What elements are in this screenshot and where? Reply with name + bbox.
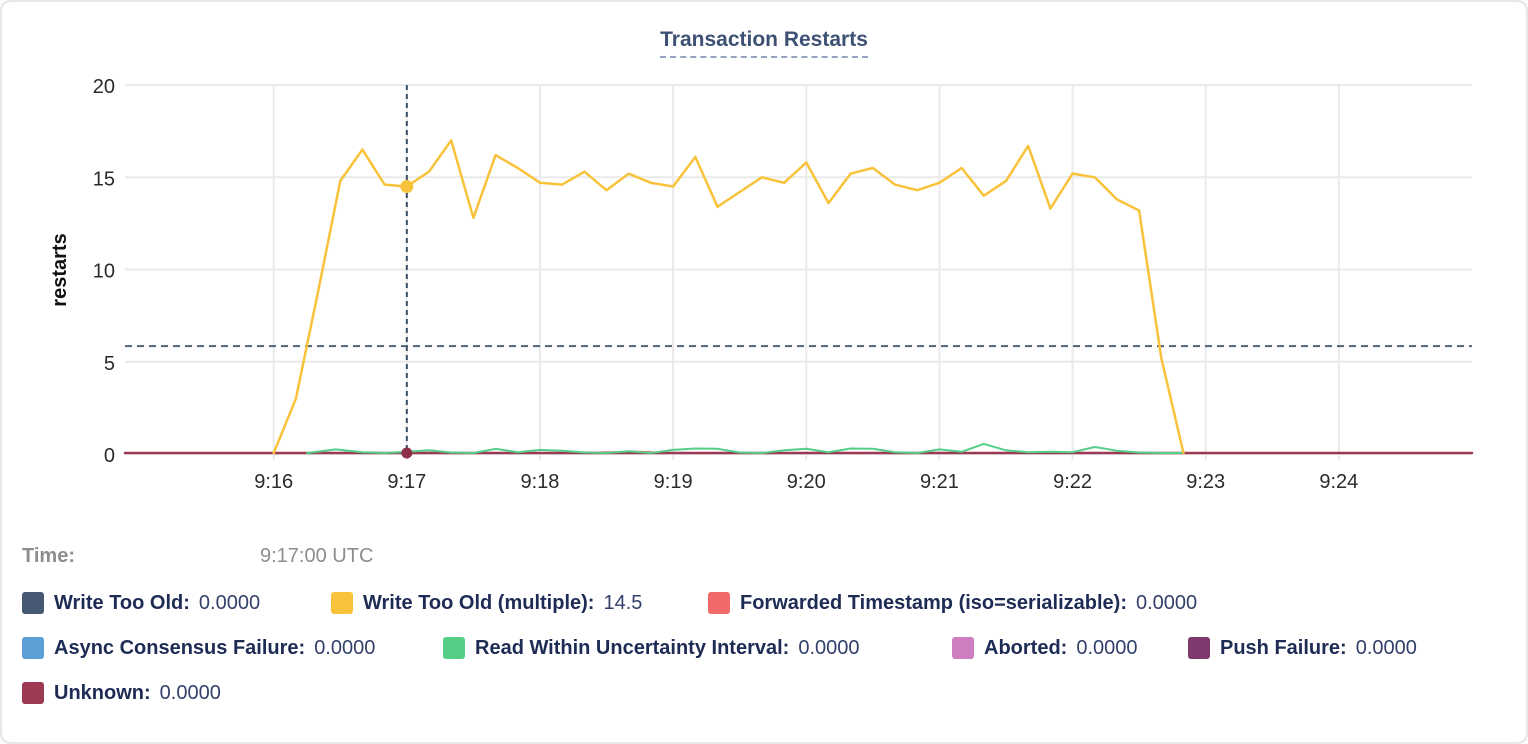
legend-label-aborted: Aborted:	[984, 636, 1068, 659]
legend-item-forwarded-timestamp: Forwarded Timestamp (iso=serializable): 0…	[708, 591, 1197, 615]
legend-swatch-forwarded-timestamp	[708, 592, 730, 614]
legend-label-unknown: Unknown:	[54, 681, 151, 704]
legend-label-forwarded-timestamp: Forwarded Timestamp (iso=serializable):	[740, 591, 1127, 614]
legend-value-async-consensus-failure: 0.0000	[314, 636, 376, 659]
legend-swatch-aborted	[952, 637, 974, 659]
legend-item-read-within-uncertainty-interval: Read Within Uncertainty Interval: 0.0000	[443, 636, 860, 660]
transaction-restarts-chart[interactable]: 0 5 10 15 20 9:16 9:17 9:18 9:19 9:20 9:21 9:22 9:23…	[2, 2, 1528, 522]
legend-swatch-read-within-uncertainty-interval	[443, 637, 465, 659]
time-readout: Time: 9:17:00 UTC	[2, 545, 1526, 571]
legend-label-async-consensus-failure: Async Consensus Failure:	[54, 636, 306, 659]
chart-title-wrap: Transaction Restarts	[2, 28, 1526, 58]
legend-value-write-too-old-multiple: 14.5	[603, 591, 643, 614]
legend-item-async-consensus-failure: Async Consensus Failure: 0.0000	[22, 636, 375, 660]
legend-swatch-async-consensus-failure	[22, 637, 44, 659]
legend-value-push-failure: 0.0000	[1355, 636, 1417, 659]
series-line-read-within-uncertainty-interval	[306, 442, 1185, 454]
legend-value-write-too-old: 0.0000	[198, 591, 261, 614]
y-tick-label: 0	[104, 445, 115, 467]
x-tick-label: 9:24	[1319, 471, 1358, 493]
time-value: 9:17:00 UTC	[260, 545, 374, 567]
y-tick-label: 10	[93, 261, 115, 283]
legend-value-forwarded-timestamp: 0.0000	[1135, 591, 1198, 614]
x-tick-label: 9:18	[521, 471, 560, 493]
legend-label-write-too-old-multiple: Write Too Old (multiple):	[363, 591, 595, 614]
series-line-write-too-old-multiple-	[272, 139, 1185, 455]
legend-label-write-too-old: Write Too Old:	[54, 591, 190, 614]
legend-item-push-failure: Push Failure: 0.0000	[1188, 636, 1417, 660]
legend-item-unknown: Unknown: 0.0000	[22, 681, 221, 705]
chart-title[interactable]: Transaction Restarts	[660, 28, 868, 58]
y-tick-label: 20	[93, 76, 115, 98]
legend-value-unknown: 0.0000	[159, 681, 221, 704]
time-label: Time:	[22, 545, 75, 567]
x-tick-label: 9:23	[1186, 471, 1225, 493]
y-tick-label: 5	[104, 353, 115, 375]
legend-swatch-unknown	[22, 682, 44, 704]
x-tick-label: 9:16	[254, 471, 293, 493]
legend-item-aborted: Aborted: 0.0000	[952, 636, 1138, 660]
legend-swatch-push-failure	[1188, 637, 1210, 659]
legend-item-write-too-old-multiple: Write Too Old (multiple): 14.5	[331, 591, 642, 615]
crosshair-dot-unknown	[401, 447, 413, 459]
x-tick-label: 9:20	[787, 471, 826, 493]
y-axis-title: restarts	[49, 233, 71, 306]
crosshair-dot-write-too-old-multiple-	[400, 179, 414, 193]
x-tick-label: 9:22	[1053, 471, 1092, 493]
x-tick-label: 9:21	[920, 471, 959, 493]
legend-swatch-write-too-old	[22, 592, 44, 614]
legend-label-read-within-uncertainty-interval: Read Within Uncertainty Interval:	[475, 636, 790, 659]
y-tick-label: 15	[93, 168, 115, 190]
legend-value-aborted: 0.0000	[1076, 636, 1138, 659]
legend-item-write-too-old: Write Too Old: 0.0000	[22, 591, 260, 615]
legend-swatch-write-too-old-multiple	[331, 592, 353, 614]
legend-value-read-within-uncertainty-interval: 0.0000	[798, 636, 860, 659]
x-tick-label: 9:19	[654, 471, 693, 493]
x-tick-label: 9:17	[387, 471, 426, 493]
legend-label-push-failure: Push Failure:	[1220, 636, 1347, 659]
